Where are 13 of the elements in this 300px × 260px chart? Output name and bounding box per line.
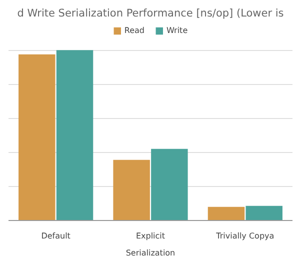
- x-tick-label: Explicit: [136, 232, 166, 240]
- bar: [56, 50, 94, 220]
- legend-label: Write: [166, 26, 188, 35]
- x-tick-label: Trivially Copya: [215, 232, 274, 240]
- bar: [18, 54, 56, 220]
- x-tick-label: Default: [41, 232, 70, 240]
- bar: [246, 206, 282, 220]
- legend-label: Read: [124, 26, 144, 35]
- bar: [113, 160, 150, 220]
- x-axis-title: Serialization: [126, 248, 176, 258]
- bar: [208, 206, 245, 220]
- bar: [151, 148, 188, 220]
- chart-title: d Write Serialization Performance [ns/op] (Lower is: [17, 8, 284, 20]
